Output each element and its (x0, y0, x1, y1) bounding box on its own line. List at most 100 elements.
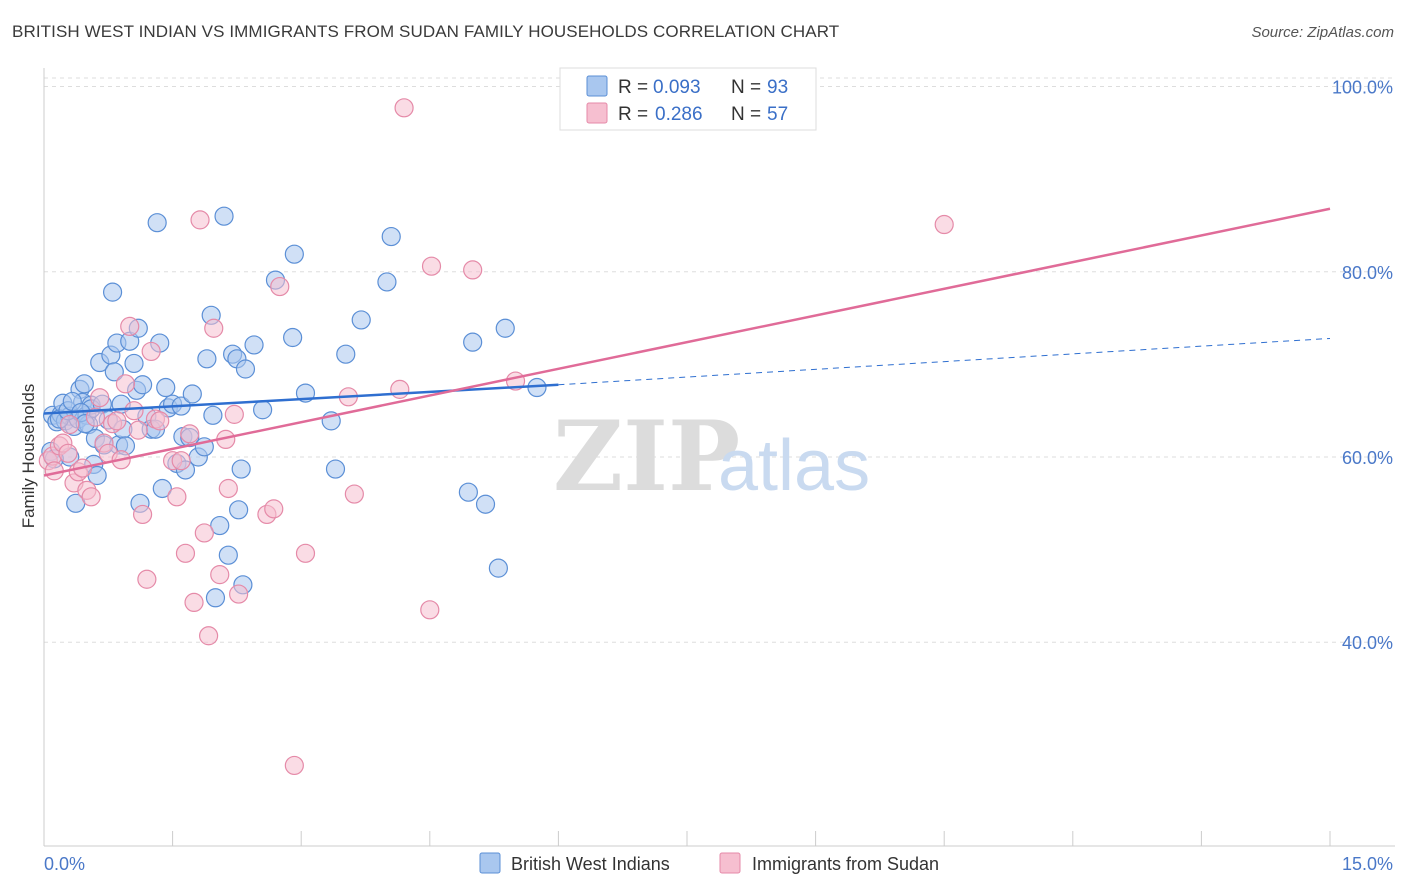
data-point (214, 206, 234, 226)
data-point (394, 98, 414, 118)
y-tick-label: 60.0% (1342, 448, 1393, 468)
data-point (270, 276, 290, 297)
data-point (229, 584, 249, 604)
data-point (137, 569, 157, 589)
data-point (336, 344, 356, 364)
stats-legend: R = 0.093 N = 93 R = 0.286 N = 57 (559, 67, 817, 131)
data-point (184, 592, 204, 613)
data-point (344, 484, 364, 504)
data-point (210, 515, 230, 536)
y-tick-labels: 100.0% 80.0% 60.0% 40.0% (1332, 78, 1393, 654)
trend-line-pink (43, 207, 1331, 477)
data-point (104, 362, 124, 382)
data-point (124, 353, 144, 374)
data-point (194, 523, 214, 543)
y-axis-title: Family Households (19, 384, 38, 529)
data-point (132, 504, 153, 525)
data-point (190, 210, 210, 230)
x-axis-ticks (172, 831, 1331, 846)
data-point (351, 310, 371, 330)
data-point (253, 400, 273, 420)
data-point (180, 424, 200, 444)
data-point (295, 543, 316, 563)
data-point (377, 272, 397, 292)
data-point (60, 414, 80, 435)
data-point (102, 282, 123, 302)
data-point (124, 401, 144, 421)
data-point (463, 332, 483, 352)
data-point (458, 482, 478, 502)
series-immigrants-from-sudan (38, 98, 954, 776)
data-point (85, 407, 106, 427)
data-point (132, 375, 153, 395)
data-point (81, 487, 101, 507)
series-legend-swatch-blue (479, 852, 501, 874)
legend-r-label-1: R = (618, 77, 648, 98)
data-point (141, 341, 161, 362)
legend-n-label-1: N = (731, 77, 761, 98)
data-point (115, 374, 136, 394)
data-point (167, 487, 187, 507)
data-point (128, 420, 148, 440)
data-point (495, 318, 515, 338)
data-point (218, 478, 238, 499)
series-legend-label-blue: British West Indians (511, 854, 670, 874)
trend-line-blue (43, 383, 559, 415)
data-point (156, 377, 176, 398)
series-legend-swatch-pink (719, 852, 741, 874)
data-point (197, 349, 217, 369)
trend-line-blue-extension (558, 337, 1331, 386)
series-legend: British West Indians Immigrants from Sud… (479, 852, 939, 874)
data-point (231, 459, 251, 479)
trend-lines (43, 207, 1331, 477)
legend-r-value-2: 0.286 (655, 104, 703, 125)
data-point (58, 443, 78, 463)
x-tick-label-min: 0.0% (44, 854, 85, 874)
data-point (488, 558, 508, 578)
data-point (325, 459, 346, 479)
legend-n-value-2: 57 (767, 104, 788, 125)
data-point (244, 335, 264, 355)
data-point (147, 213, 167, 233)
data-point (284, 755, 304, 776)
y-tick-label: 40.0% (1342, 633, 1393, 653)
data-point (284, 244, 304, 264)
watermark-zip: ZIP (553, 400, 740, 513)
data-point (283, 327, 303, 348)
data-point (475, 494, 496, 514)
data-point (420, 600, 440, 620)
data-point (203, 405, 223, 425)
y-tick-label: 80.0% (1342, 263, 1393, 283)
data-point (381, 226, 401, 247)
chart-title: BRITISH WEST INDIAN VS IMMIGRANTS FROM S… (12, 22, 840, 41)
legend-r-label-2: R = (618, 104, 648, 125)
data-point (218, 545, 238, 565)
data-point (210, 565, 230, 585)
data-point (421, 256, 442, 276)
legend-n-value-1: 93 (767, 77, 788, 98)
data-point (152, 478, 172, 499)
y-tick-label: 100.0% (1332, 78, 1393, 98)
data-point (204, 318, 224, 338)
data-point (150, 411, 170, 431)
data-point (90, 388, 110, 408)
data-point (229, 500, 249, 520)
data-point (171, 451, 191, 471)
legend-swatch-pink (586, 102, 608, 124)
data-point (182, 384, 202, 404)
data-point (107, 411, 127, 431)
data-point (175, 543, 196, 563)
data-point (264, 499, 284, 519)
data-point (199, 626, 219, 646)
series-legend-label-pink: Immigrants from Sudan (752, 854, 939, 874)
data-point (74, 374, 94, 394)
data-point (463, 260, 483, 280)
data-point (224, 404, 244, 424)
data-point (120, 316, 140, 337)
legend-r-value-1: 0.093 (653, 77, 701, 98)
data-point (934, 214, 954, 235)
legend-swatch-blue (586, 75, 608, 97)
legend-n-label-2: N = (731, 104, 761, 125)
chart-source: Source: ZipAtlas.com (1251, 24, 1394, 41)
